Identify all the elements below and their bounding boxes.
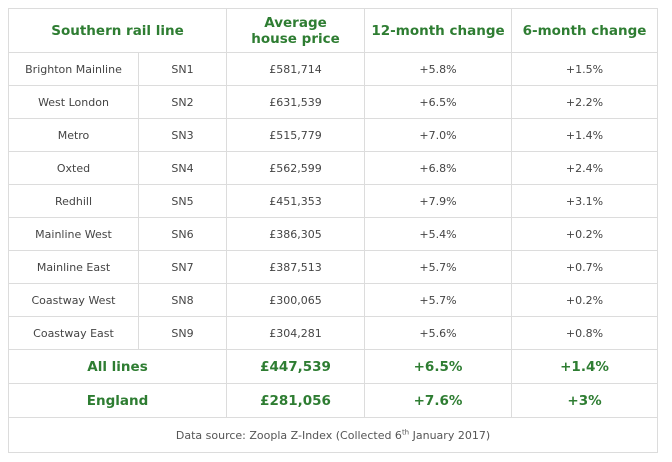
table-row: Redhill SN5 £451,353 +7.9% +3.1%: [8, 184, 659, 218]
summary-change-12-month: +7.6%: [364, 383, 513, 418]
source-row: Data source: Zoopla Z-Index (Collected 6…: [7, 417, 659, 453]
average-price: £304,281: [226, 316, 366, 350]
data-source-note: Data source: Zoopla Z-Index (Collected 6…: [7, 417, 659, 453]
change-12-month: +5.8%: [364, 52, 513, 86]
change-6-month: +3.1%: [511, 184, 659, 218]
table-row: Mainline West SN6 £386,305 +5.4% +0.2%: [8, 217, 659, 251]
table-row: Oxted SN4 £562,599 +6.8% +2.4%: [8, 151, 659, 185]
rail-line-code: SN4: [137, 151, 228, 185]
change-12-month: +7.9%: [364, 184, 513, 218]
rail-price-table: Southern rail line Average house price 1…: [7, 8, 659, 453]
table-row: West London SN2 £631,539 +6.5% +2.2%: [8, 85, 659, 119]
rail-line-code: SN1: [137, 52, 228, 86]
change-6-month: +0.2%: [511, 217, 659, 251]
source-superscript: th: [401, 427, 410, 436]
rail-line-name: Brighton Mainline: [8, 52, 139, 86]
rail-line-code: SN5: [137, 184, 228, 218]
average-price: £562,599: [226, 151, 366, 185]
change-6-month: +0.2%: [511, 283, 659, 317]
rail-line-code: SN9: [137, 316, 228, 350]
rail-line-name: Redhill: [8, 184, 139, 218]
average-price: £451,353: [226, 184, 366, 218]
average-price: £631,539: [226, 85, 366, 119]
rail-line-code: SN6: [137, 217, 228, 251]
header-12-month-change: 12-month change: [364, 8, 513, 53]
header-price-line2: house price: [251, 30, 340, 47]
summary-change-6-month: +1.4%: [511, 349, 659, 384]
change-12-month: +5.4%: [364, 217, 513, 251]
summary-change-12-month: +6.5%: [364, 349, 513, 384]
header-row: Southern rail line Average house price 1…: [7, 8, 659, 53]
summary-change-6-month: +3%: [511, 383, 659, 418]
rail-line-code: SN3: [137, 118, 228, 152]
change-12-month: +7.0%: [364, 118, 513, 152]
summary-average-price: £281,056: [226, 383, 366, 418]
average-price: £300,065: [226, 283, 366, 317]
rail-line-code: SN8: [137, 283, 228, 317]
summary-label: All lines: [7, 349, 228, 384]
change-12-month: +5.7%: [364, 283, 513, 317]
rail-line-name: West London: [8, 85, 139, 119]
average-price: £387,513: [226, 250, 366, 284]
header-average-price: Average house price: [226, 8, 366, 53]
summary-average-price: £447,539: [226, 349, 366, 384]
rail-line-name: Mainline East: [8, 250, 139, 284]
change-12-month: +5.7%: [364, 250, 513, 284]
header-6-month-change: 6-month change: [511, 8, 659, 53]
rail-line-name: Metro: [8, 118, 139, 152]
average-price: £581,714: [226, 52, 366, 86]
change-6-month: +2.2%: [511, 85, 659, 119]
rail-line-name: Mainline West: [8, 217, 139, 251]
change-6-month: +2.4%: [511, 151, 659, 185]
rail-line-name: Coastway East: [8, 316, 139, 350]
table-row: Metro SN3 £515,779 +7.0% +1.4%: [8, 118, 659, 152]
header-price-line1: Average: [264, 14, 327, 31]
table-row: Coastway West SN8 £300,065 +5.7% +0.2%: [8, 283, 659, 317]
summary-label: England: [7, 383, 228, 418]
rail-line-code: SN2: [137, 85, 228, 119]
header-rail-line: Southern rail line: [7, 8, 228, 53]
rail-line-name: Oxted: [8, 151, 139, 185]
change-6-month: +1.5%: [511, 52, 659, 86]
table-row: Coastway East SN9 £304,281 +5.6% +0.8%: [8, 316, 659, 350]
table-row: Mainline East SN7 £387,513 +5.7% +0.7%: [8, 250, 659, 284]
summary-row: All lines £447,539 +6.5% +1.4%: [7, 349, 659, 384]
table-row: Brighton Mainline SN1 £581,714 +5.8% +1.5%: [8, 52, 659, 86]
change-6-month: +1.4%: [511, 118, 659, 152]
change-12-month: +5.6%: [364, 316, 513, 350]
source-suffix: January 2017): [409, 428, 491, 442]
summary-row: England £281,056 +7.6% +3%: [7, 383, 659, 418]
rail-line-code: SN7: [137, 250, 228, 284]
rail-line-name: Coastway West: [8, 283, 139, 317]
change-12-month: +6.8%: [364, 151, 513, 185]
average-price: £386,305: [226, 217, 366, 251]
change-6-month: +0.8%: [511, 316, 659, 350]
average-price: £515,779: [226, 118, 366, 152]
change-6-month: +0.7%: [511, 250, 659, 284]
change-12-month: +6.5%: [364, 85, 513, 119]
source-prefix: Data source: Zoopla Z-Index (Collected 6: [175, 428, 402, 442]
